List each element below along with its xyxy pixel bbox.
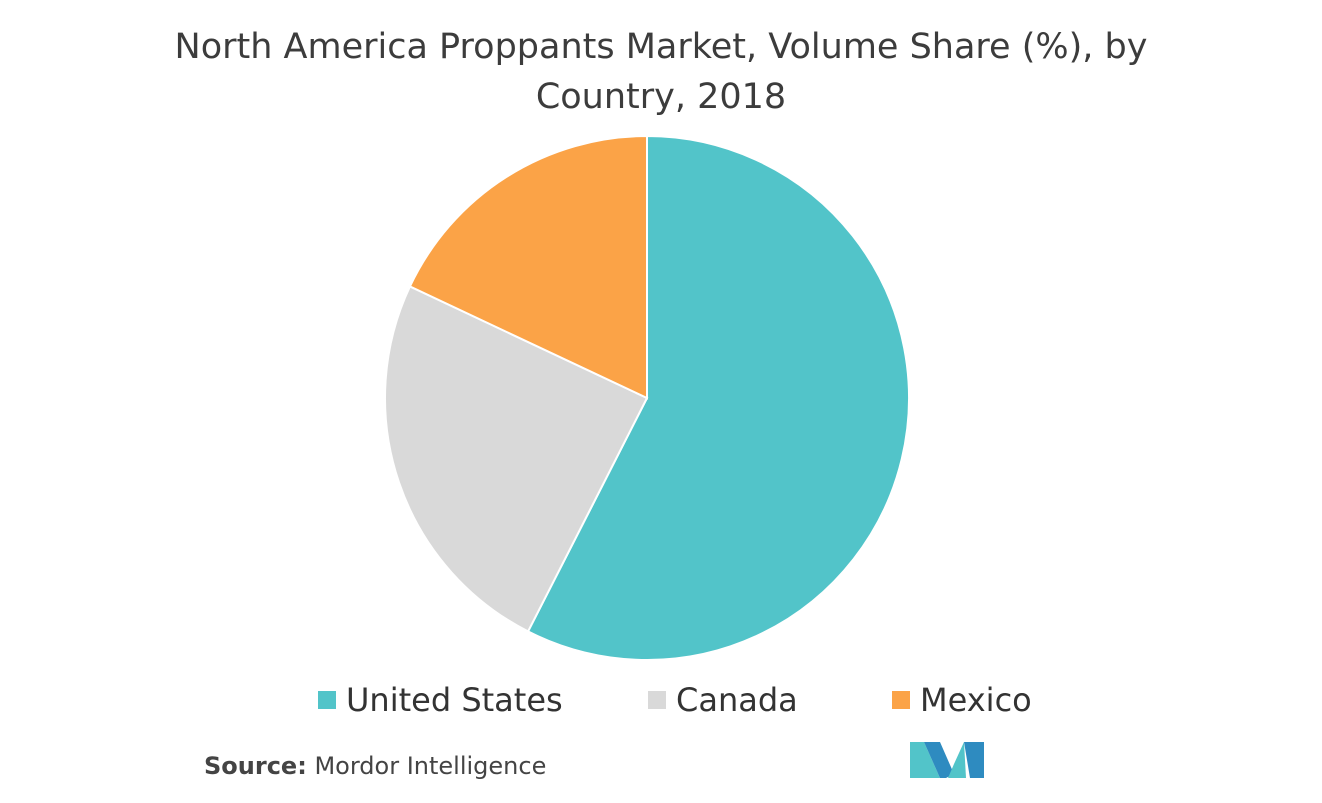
pie-slice-united-states xyxy=(526,134,910,661)
pie-slices xyxy=(384,134,910,661)
source-text: Mordor Intelligence xyxy=(314,752,547,780)
legend-label-canada: Canada xyxy=(676,681,798,719)
legend-item-united-states: United States xyxy=(318,680,563,720)
logo-shape-2 xyxy=(924,742,954,778)
logo-shape-4 xyxy=(964,742,984,778)
mordor-intelligence-logo-icon xyxy=(910,742,984,778)
chart-title: North America Proppants Market, Volume S… xyxy=(0,22,1322,122)
legend-label-mexico: Mexico xyxy=(920,681,1032,719)
legend-label-united-states: United States xyxy=(346,681,563,719)
pie-slice-canada xyxy=(384,285,649,633)
chart-title-line-2: Country, 2018 xyxy=(535,77,787,117)
legend-swatch-canada xyxy=(648,691,666,709)
legend-swatch-mexico xyxy=(892,691,910,709)
source-label: Source: xyxy=(204,752,307,780)
legend-item-mexico: Mexico xyxy=(892,680,1032,720)
logo-shape-1 xyxy=(910,742,940,778)
pie-slice-mexico xyxy=(408,134,648,400)
legend-swatch-united-states xyxy=(318,691,336,709)
chart-title-line-1: North America Proppants Market, Volume S… xyxy=(174,27,1148,67)
legend-item-canada: Canada xyxy=(648,680,798,720)
logo-shape-3 xyxy=(948,742,966,778)
chart-legend: United States Canada Mexico xyxy=(0,680,1322,720)
source-note: Source: Mordor Intelligence xyxy=(204,752,546,780)
